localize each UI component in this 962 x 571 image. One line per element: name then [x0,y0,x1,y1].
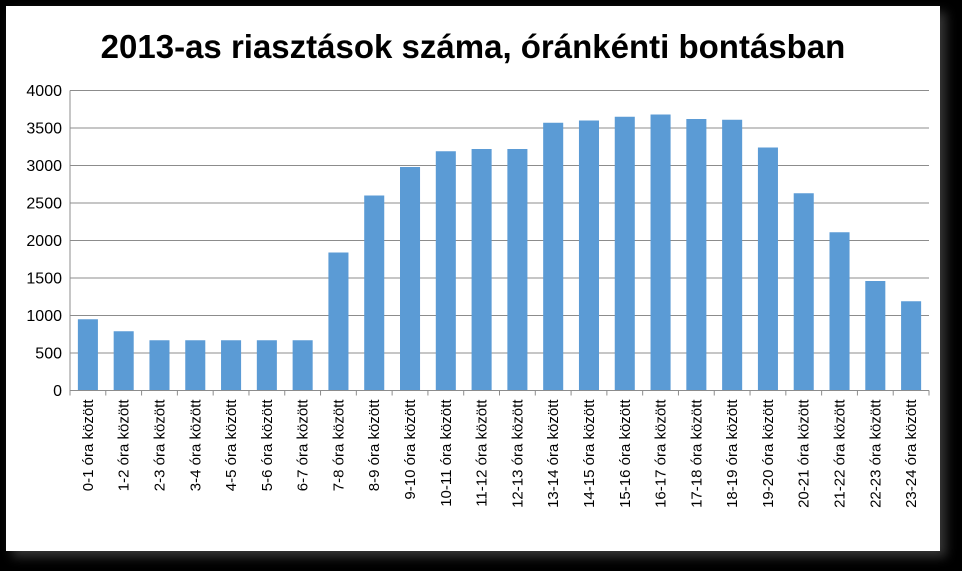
bar [256,340,277,391]
axes [69,90,930,396]
y-tick-label: 3000 [26,158,62,175]
y-tick-label: 0 [53,383,62,400]
bar [722,119,743,391]
x-tick-label: 13-14 óra között [545,399,562,508]
bar [686,119,707,391]
y-tick-label: 500 [35,346,62,363]
x-tick-label: 8-9 óra között [366,399,383,492]
bar [399,167,421,391]
bar [650,114,671,391]
y-tick-label: 4000 [26,83,62,100]
bar [543,122,564,391]
bar [113,331,134,391]
bar [757,147,778,391]
bar [185,340,206,391]
bar [471,149,492,391]
x-tick-label: 2-3 óra között [151,399,168,492]
gridlines [70,90,929,354]
y-tick-label: 3500 [26,121,62,138]
bar [77,319,98,391]
y-tick-label: 2000 [26,233,62,250]
x-tick-label: 22-23 óra között [867,399,884,508]
x-tick-label: 15-16 óra között [617,399,634,508]
x-tick-label: 7-8 óra között [330,399,347,492]
bar [793,193,814,391]
x-tick-label: 9-10 óra között [402,399,419,500]
x-tick-label: 0-1 óra között [80,399,97,492]
bar [364,195,385,391]
bar-chart: 0 500 1000 1500 2000 2500 3000 3500 4000 0-1 óra… [26,83,930,508]
x-tick-label: 11-12 óra között [474,399,491,507]
x-tick-label: 21-22 óra között [832,399,849,508]
bar [221,340,242,391]
bar [507,149,528,391]
bar [614,116,635,391]
x-tick-label: 4-5 óra között [223,399,240,492]
x-tick-label: 20-21 óra között [796,399,813,508]
x-tick-label: 16-17 óra között [653,399,670,508]
bar [435,151,456,391]
bar [901,301,922,391]
bar [865,281,886,391]
bar [829,232,850,391]
x-tick-label: 12-13 óra között [509,399,526,508]
bars [77,114,922,391]
bar [578,120,600,391]
x-tick-label: 23-24 óra között [903,399,920,508]
x-tick-label: 6-7 óra között [295,399,312,492]
x-tick-label: 10-11 óra között [438,399,455,507]
x-tick-labels: 0-1 óra között 1-2 óra között 2-3 óra közö… [80,399,920,508]
chart-frame: 2013-as riasztások száma, óránkénti bont… [6,6,940,551]
bar [149,340,170,391]
x-tick-label: 14-15 óra között [581,399,598,508]
x-tick-label: 1-2 óra között [116,399,133,492]
bar [292,340,313,391]
y-tick-label: 1500 [26,271,62,288]
bar [328,252,349,391]
x-tick-label: 3-4 óra között [187,399,204,492]
y-tick-labels: 0 500 1000 1500 2000 2500 3000 3500 4000 [26,83,62,400]
chart-title: 2013-as riasztások száma, óránkénti bont… [100,28,846,65]
y-tick-label: 2500 [26,196,62,213]
x-tick-label: 19-20 óra között [760,399,777,508]
x-tick-label: 18-19 óra között [724,399,741,508]
x-tick-label: 5-6 óra között [259,399,276,492]
x-tick-label: 17-18 óra között [688,399,705,508]
y-tick-label: 1000 [26,308,62,325]
